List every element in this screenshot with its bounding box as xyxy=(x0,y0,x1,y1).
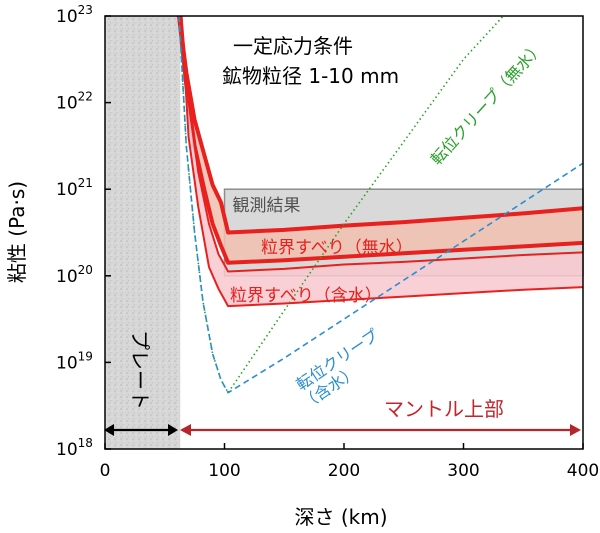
plate-arrow xyxy=(104,424,178,436)
chart-title-line-1: 一定応力条件 xyxy=(233,34,353,58)
observation-label: 観測結果 xyxy=(233,196,301,216)
upper-mantle-arrow xyxy=(180,424,581,436)
y-tick-label-0: 1018 xyxy=(56,436,93,460)
x-tick-label-4: 400 xyxy=(567,461,599,481)
y-axis-label: 粘性 (Pa·s) xyxy=(5,181,29,283)
x-tick-label-1: 100 xyxy=(208,461,240,481)
series-1-lower-line xyxy=(180,16,583,308)
x-axis-label: 深さ (km) xyxy=(294,505,387,529)
plate-region xyxy=(105,16,181,449)
upper-mantle-label: マントル上部 xyxy=(384,397,504,421)
y-tick-label-5: 1023 xyxy=(56,3,93,27)
y-tick-label-1: 1019 xyxy=(56,349,93,373)
x-tick-label-2: 200 xyxy=(328,461,360,481)
band-1 xyxy=(181,16,583,307)
tick-layer: 0 100 200 300 400 1018 1019 1020 1021 1022 1023 xyxy=(56,3,599,481)
y-tick-label-3: 1021 xyxy=(56,176,93,200)
y-tick-label-4: 1022 xyxy=(56,90,93,114)
plate-label: プレート xyxy=(128,330,152,410)
series-1-upper-line xyxy=(180,16,583,273)
annotation-gbs-dry: 粒界すべり（無水） xyxy=(261,238,413,258)
x-tick-label-0: 0 xyxy=(100,461,111,481)
x-tick-label-3: 300 xyxy=(447,461,479,481)
series-layer xyxy=(177,16,583,394)
series-3-line xyxy=(178,16,583,394)
y-tick-label-2: 1020 xyxy=(56,263,93,287)
annotation-disl-dry: 転位クリープ（無水） xyxy=(427,38,548,169)
series-0-upper-line xyxy=(177,16,583,235)
chart-title-line-2: 鉱物粒径 1-10 mm xyxy=(222,64,399,88)
annotation-gbs-wet: 粒界すべり（含水） xyxy=(230,286,382,306)
series-2-line xyxy=(178,16,583,394)
